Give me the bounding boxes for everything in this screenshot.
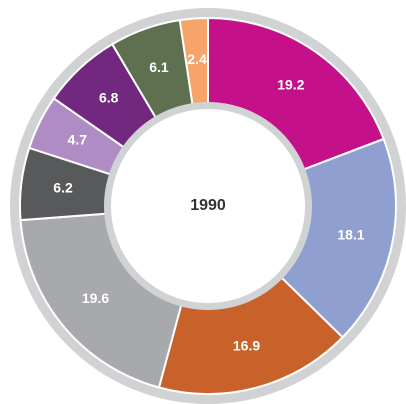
segment-label: 19.2 (277, 76, 304, 92)
segment-label: 6.1 (149, 59, 169, 75)
hole (111, 109, 305, 303)
segment-label: 16.9 (233, 338, 260, 354)
segment-label: 18.1 (337, 226, 364, 242)
segments: 19.2 18.1 16.9 19.6 6.2 4.7 6.8 6.1 2.4 (19, 16, 397, 395)
segment-label: 19.6 (82, 290, 109, 306)
segment-label: 4.7 (68, 132, 88, 148)
segment-label: 2.4 (187, 51, 207, 67)
segment-label: 6.8 (99, 90, 119, 106)
segment-label: 6.2 (53, 179, 73, 195)
center-label: 1990 (190, 197, 226, 214)
